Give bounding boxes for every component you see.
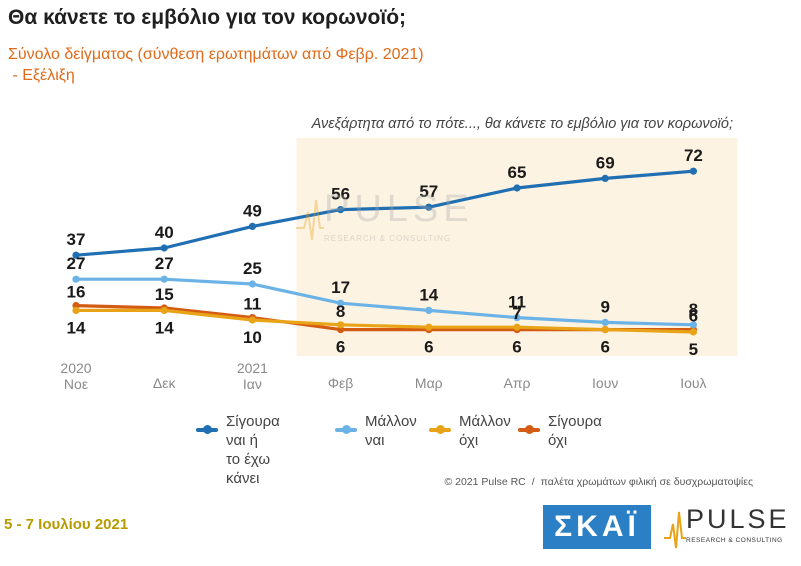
palette-note: παλέτα χρωμάτων φιλική σε δυσχρωματοψίες [540, 476, 753, 488]
chart-annotation: Ανεξάρτητα από το πότε..., θα κάνετε το … [311, 116, 733, 132]
copyright-note: © 2021 Pulse RC / παλέτα χρωμάτων φιλική σ… [444, 476, 753, 488]
data-label-top: 56 [331, 185, 350, 204]
pulse-logo-tagline: RESEARCH & CONSULTING [686, 537, 783, 544]
legend-label: Μάλλον όχι [459, 413, 511, 449]
x-tick-label: Απρ [504, 375, 531, 391]
page-title: Θα κάνετε το εμβόλιο για τον κορωνοϊό; [8, 6, 407, 29]
data-point [160, 306, 168, 314]
data-point [513, 323, 521, 331]
subtitle: Σύνολο δείγματος (σύνθεση ερωτημάτων από… [8, 44, 424, 86]
data-label-middle: 6 [689, 307, 698, 326]
data-label-middle: 7 [512, 304, 521, 323]
data-label-upper-mid: 9 [600, 297, 609, 316]
pulse-logo-word: PULSE [686, 504, 790, 534]
data-label-top: 37 [67, 230, 86, 249]
data-point [689, 167, 698, 175]
series-line-1 [74, 277, 696, 327]
x-tick-label: Μαρ [415, 375, 443, 391]
data-label-lower: 10 [243, 328, 262, 347]
x-tick-label: 2020 Νοε [60, 360, 91, 392]
series-line-2 [74, 308, 696, 334]
x-tick-label: 2021 Ιαν [237, 360, 268, 392]
data-point [601, 326, 609, 334]
data-point [72, 275, 80, 283]
data-label-upper-mid: 27 [155, 254, 174, 273]
data-point [72, 306, 80, 314]
x-tick-label: Ιουν [592, 375, 618, 391]
legend-label: Σίγουρα ναι ή το έχω κάνει [226, 413, 280, 487]
data-label-upper-mid: 25 [243, 259, 262, 278]
data-label-lower: 14 [67, 318, 86, 337]
data-point [160, 244, 168, 252]
data-label-top: 65 [508, 163, 527, 182]
data-label-lower: 6 [600, 338, 609, 357]
data-point [689, 328, 698, 336]
skai-logo: ΣΚΑΪ [543, 505, 651, 549]
pulse-wave-icon [664, 511, 686, 549]
data-point [337, 206, 345, 214]
data-point [248, 316, 256, 324]
data-point [689, 321, 698, 329]
data-label-lower: 14 [155, 318, 174, 337]
data-point [248, 222, 256, 230]
data-point [425, 203, 433, 211]
subtitle-line-1: Σύνολο δείγματος (σύνθεση ερωτημάτων από… [8, 46, 424, 63]
pulse-wave-icon [296, 199, 324, 241]
pulse-logo: PULSE RESEARCH & CONSULTING [664, 504, 787, 550]
data-label-lower: 6 [424, 338, 433, 357]
data-point [425, 323, 433, 331]
pulse-watermark: PULSE RESEARCH & CONSULTING [296, 188, 486, 248]
data-point [513, 314, 521, 322]
watermark-tagline: RESEARCH & CONSULTING [324, 234, 452, 243]
x-tick-label: Φεβ [328, 375, 353, 391]
data-point [72, 251, 80, 259]
separator: / [531, 476, 535, 488]
data-point [248, 280, 256, 288]
data-label-top: 72 [684, 146, 703, 165]
copyright: © 2021 Pulse RC [444, 476, 526, 488]
data-label-upper-mid: 17 [331, 278, 350, 297]
data-point [601, 174, 609, 182]
x-tick-label: Δεκ [153, 375, 177, 391]
x-tick-label: Ιουλ [680, 375, 706, 391]
data-label-lower: 6 [512, 338, 521, 357]
data-label-top: 57 [419, 182, 438, 201]
data-label-upper-mid: 14 [419, 285, 438, 304]
data-point [425, 306, 433, 314]
data-label-middle: 11 [243, 295, 261, 314]
legend-label: Μάλλον ναι [365, 413, 417, 449]
data-label-lower: 5 [689, 340, 698, 359]
data-label-middle: 16 [67, 283, 86, 302]
data-label-upper-mid: 27 [67, 254, 86, 273]
data-point [513, 184, 521, 192]
data-label-top: 69 [596, 153, 615, 172]
survey-date: 5 - 7 Ιουλίου 2021 [4, 516, 129, 533]
data-point [337, 299, 345, 307]
subtitle-line-2: - Εξέλιξη [8, 67, 75, 84]
data-label-top: 49 [243, 201, 262, 220]
data-label-middle: 8 [336, 302, 345, 321]
data-label-upper-mid: 11 [508, 293, 526, 312]
data-point [337, 321, 345, 329]
data-label-top: 40 [155, 223, 174, 242]
watermark-word: PULSE [324, 188, 474, 230]
data-label-upper-mid: 8 [689, 300, 698, 319]
data-label-lower: 6 [336, 338, 345, 357]
data-point [601, 318, 609, 326]
legend-label: Σίγουρα όχι [548, 413, 602, 449]
series-line-0 [74, 169, 696, 257]
data-label-middle: 15 [155, 285, 174, 304]
data-point [160, 275, 168, 283]
